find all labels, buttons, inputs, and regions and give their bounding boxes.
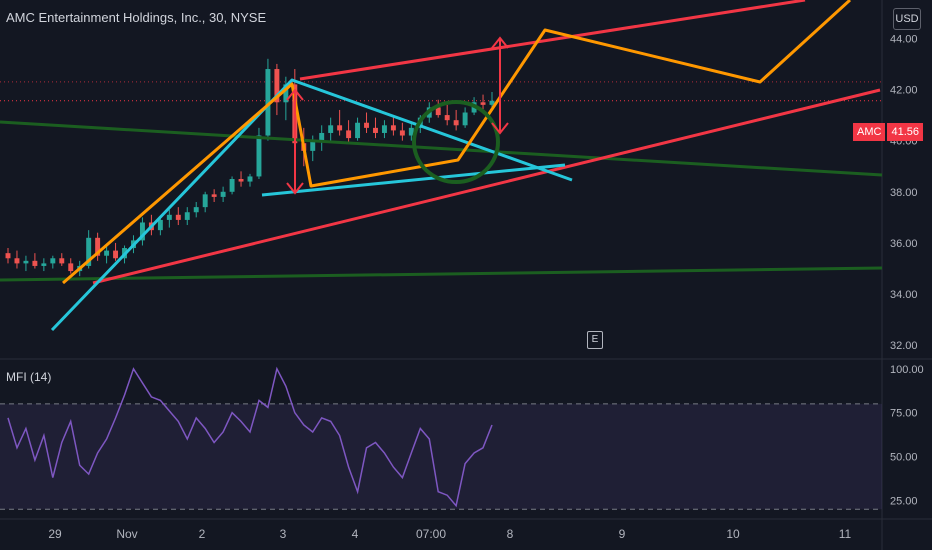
green-trendline — [0, 266, 883, 282]
candle-body — [41, 263, 47, 266]
candle-body — [310, 140, 316, 151]
currency-button[interactable]: USD — [893, 8, 921, 30]
candle-body — [381, 125, 387, 133]
candle-body — [328, 125, 334, 133]
candle-body — [238, 179, 244, 182]
candle-body — [408, 127, 414, 136]
candle-body — [355, 122, 361, 139]
mfi-tick-label: 100.00 — [890, 364, 924, 376]
candle-body — [157, 219, 163, 231]
price-tick-label: 34.00 — [890, 289, 918, 301]
cyan-trendline — [261, 163, 566, 197]
candle-body — [202, 194, 208, 208]
candle-body — [104, 250, 110, 256]
time-tick-label: 2 — [199, 527, 206, 541]
candle-body — [68, 263, 74, 272]
mfi-indicator-label[interactable]: MFI (14) — [6, 370, 52, 384]
candle-body — [175, 214, 181, 220]
candle-body — [32, 260, 38, 266]
candle-body — [444, 115, 450, 121]
time-tick-label: 11 — [839, 527, 852, 541]
candle-body — [95, 237, 101, 256]
mfi-band — [0, 403, 882, 510]
mfi-tick-label: 50.00 — [890, 452, 918, 464]
candle-body — [489, 100, 495, 105]
candle-body — [113, 250, 119, 259]
price-tick-label: 36.00 — [890, 238, 918, 250]
price-tick-label: 44.00 — [890, 33, 918, 45]
time-tick-label: 29 — [48, 527, 62, 541]
candle-body — [220, 191, 226, 197]
candle-body — [337, 125, 343, 131]
last-price-tag: AMC 41.56 — [853, 123, 923, 141]
price-tag-value: 41.56 — [887, 123, 923, 141]
measure-arrow-left-head-top — [286, 88, 304, 101]
candle-body — [86, 237, 92, 266]
candle-body — [193, 207, 199, 213]
candle-body — [229, 179, 235, 192]
time-tick-label: 07:00 — [416, 527, 446, 541]
candle-body — [139, 222, 145, 241]
price-tick-label: 42.00 — [890, 85, 918, 97]
mfi-tick-label: 25.00 — [890, 495, 918, 507]
time-tick-label: 10 — [726, 527, 740, 541]
candle-body — [435, 107, 441, 116]
measure-arrow-left-head-bottom — [286, 182, 304, 195]
candle-body — [50, 258, 56, 264]
candle-body — [59, 258, 65, 264]
price-tag-symbol: AMC — [853, 123, 886, 141]
candle-body — [453, 120, 459, 126]
candle-body — [166, 214, 172, 220]
time-tick-label: 4 — [352, 527, 359, 541]
red-trendline — [92, 88, 881, 285]
candle-body — [399, 130, 405, 136]
candle-body — [265, 69, 271, 136]
time-tick-label: 9 — [619, 527, 626, 541]
cyan-trendline — [50, 78, 573, 332]
earnings-badge[interactable]: E — [587, 331, 603, 349]
measure-arrow-right-head-top — [491, 36, 509, 49]
candle-body — [373, 127, 378, 133]
chart-title: AMC Entertainment Holdings, Inc., 30, NY… — [6, 10, 267, 25]
candle-body — [23, 260, 29, 264]
highlight-circle — [412, 100, 500, 184]
candle-body — [274, 69, 280, 103]
candle-body — [346, 130, 352, 139]
candle-body — [211, 194, 217, 197]
price-tick-label: 38.00 — [890, 187, 918, 199]
red-trendline — [299, 0, 806, 81]
candle-body — [256, 135, 262, 177]
candle-body — [480, 102, 486, 105]
candle-body — [364, 122, 369, 128]
price-tick-label: 32.00 — [890, 340, 918, 352]
candle-body — [14, 258, 20, 264]
candle-body — [247, 176, 253, 182]
candle-body — [462, 112, 468, 126]
candle-body — [184, 212, 190, 220]
time-tick-label: 8 — [507, 527, 514, 541]
mfi-line — [7, 366, 493, 508]
time-tick-label: 3 — [280, 527, 287, 541]
candle-body — [5, 253, 11, 259]
mfi-tick-label: 75.00 — [890, 408, 918, 420]
orange-path-line — [62, 0, 852, 285]
green-trendline — [0, 120, 883, 177]
measure-arrow-right-head-bottom — [491, 122, 509, 135]
candle-body — [319, 132, 325, 141]
time-tick-label: Nov — [116, 527, 137, 541]
candle-body — [283, 84, 289, 103]
candle-body — [390, 125, 396, 131]
